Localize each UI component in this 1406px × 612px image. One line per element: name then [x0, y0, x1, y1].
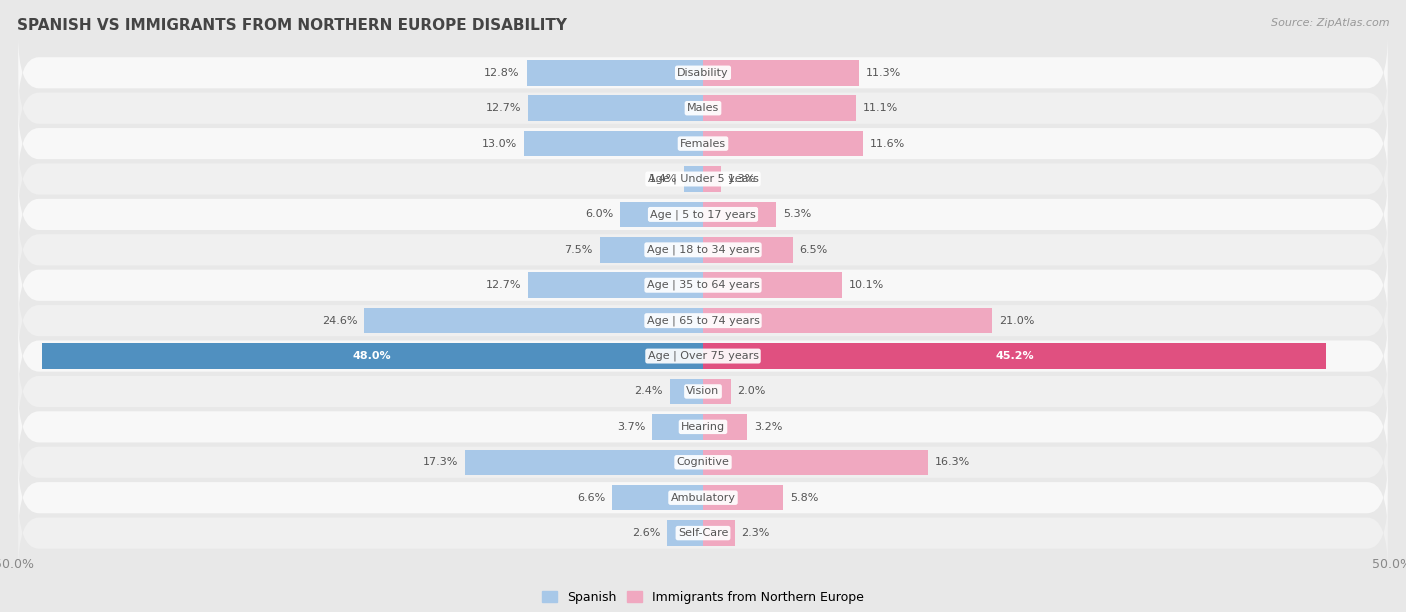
Text: Self-Care: Self-Care — [678, 528, 728, 538]
Text: 11.3%: 11.3% — [866, 68, 901, 78]
FancyBboxPatch shape — [18, 318, 1388, 394]
Text: 3.2%: 3.2% — [754, 422, 782, 432]
Text: SPANISH VS IMMIGRANTS FROM NORTHERN EUROPE DISABILITY: SPANISH VS IMMIGRANTS FROM NORTHERN EURO… — [17, 18, 567, 34]
Text: 16.3%: 16.3% — [935, 457, 970, 468]
Text: 6.6%: 6.6% — [576, 493, 605, 502]
Bar — [364, 308, 703, 334]
Text: Vision: Vision — [686, 386, 720, 397]
Text: 11.1%: 11.1% — [863, 103, 898, 113]
Text: 5.3%: 5.3% — [783, 209, 811, 220]
FancyBboxPatch shape — [18, 354, 1388, 429]
Legend: Spanish, Immigrants from Northern Europe: Spanish, Immigrants from Northern Europe — [537, 586, 869, 609]
Bar — [703, 131, 863, 156]
Bar — [529, 272, 703, 298]
Text: 12.7%: 12.7% — [485, 280, 522, 290]
Bar — [529, 95, 703, 121]
Text: Age | 65 to 74 years: Age | 65 to 74 years — [647, 315, 759, 326]
Bar — [612, 485, 703, 510]
FancyBboxPatch shape — [18, 212, 1388, 288]
Bar — [42, 343, 703, 369]
Bar — [703, 450, 928, 475]
Text: 45.2%: 45.2% — [995, 351, 1033, 361]
Bar — [703, 308, 993, 334]
Text: Ambulatory: Ambulatory — [671, 493, 735, 502]
Text: 48.0%: 48.0% — [353, 351, 392, 361]
Bar — [703, 60, 859, 86]
Text: 12.7%: 12.7% — [485, 103, 522, 113]
Bar — [668, 520, 703, 546]
Text: 6.0%: 6.0% — [585, 209, 613, 220]
Bar — [620, 202, 703, 227]
Bar — [599, 237, 703, 263]
Text: 11.6%: 11.6% — [870, 138, 905, 149]
Text: 3.7%: 3.7% — [617, 422, 645, 432]
Bar — [703, 272, 842, 298]
Text: 1.4%: 1.4% — [648, 174, 676, 184]
Text: Males: Males — [688, 103, 718, 113]
Text: Cognitive: Cognitive — [676, 457, 730, 468]
Text: 24.6%: 24.6% — [322, 316, 357, 326]
Bar — [703, 95, 856, 121]
FancyBboxPatch shape — [18, 141, 1388, 217]
Text: Age | 35 to 64 years: Age | 35 to 64 years — [647, 280, 759, 291]
Bar — [703, 520, 735, 546]
FancyBboxPatch shape — [18, 106, 1388, 181]
Text: 2.6%: 2.6% — [631, 528, 661, 538]
Text: Age | Over 75 years: Age | Over 75 years — [648, 351, 758, 361]
Bar — [527, 60, 703, 86]
Text: 7.5%: 7.5% — [564, 245, 593, 255]
Text: 21.0%: 21.0% — [1000, 316, 1035, 326]
Text: 5.8%: 5.8% — [790, 493, 818, 502]
Text: 10.1%: 10.1% — [849, 280, 884, 290]
Text: 2.3%: 2.3% — [741, 528, 770, 538]
Bar — [683, 166, 703, 192]
Text: Age | 18 to 34 years: Age | 18 to 34 years — [647, 245, 759, 255]
Text: Source: ZipAtlas.com: Source: ZipAtlas.com — [1271, 18, 1389, 28]
Text: 17.3%: 17.3% — [422, 457, 458, 468]
Bar — [669, 379, 703, 404]
Text: Age | 5 to 17 years: Age | 5 to 17 years — [650, 209, 756, 220]
Text: Females: Females — [681, 138, 725, 149]
Bar — [703, 343, 1326, 369]
FancyBboxPatch shape — [18, 283, 1388, 358]
Text: 2.0%: 2.0% — [738, 386, 766, 397]
FancyBboxPatch shape — [18, 35, 1388, 110]
FancyBboxPatch shape — [18, 496, 1388, 570]
Text: 2.4%: 2.4% — [634, 386, 664, 397]
Text: 6.5%: 6.5% — [800, 245, 828, 255]
Bar — [703, 379, 731, 404]
Text: Disability: Disability — [678, 68, 728, 78]
FancyBboxPatch shape — [18, 177, 1388, 252]
Bar — [703, 414, 747, 439]
Bar — [703, 202, 776, 227]
Text: 12.8%: 12.8% — [484, 68, 520, 78]
Bar — [703, 485, 783, 510]
FancyBboxPatch shape — [18, 389, 1388, 465]
Bar — [703, 237, 793, 263]
Bar — [652, 414, 703, 439]
FancyBboxPatch shape — [18, 248, 1388, 323]
FancyBboxPatch shape — [18, 460, 1388, 536]
FancyBboxPatch shape — [18, 70, 1388, 146]
Bar — [703, 166, 721, 192]
Text: 1.3%: 1.3% — [728, 174, 756, 184]
Text: Hearing: Hearing — [681, 422, 725, 432]
Bar — [524, 131, 703, 156]
FancyBboxPatch shape — [18, 425, 1388, 500]
Text: 13.0%: 13.0% — [482, 138, 517, 149]
Text: Age | Under 5 years: Age | Under 5 years — [648, 174, 758, 184]
Bar — [464, 450, 703, 475]
